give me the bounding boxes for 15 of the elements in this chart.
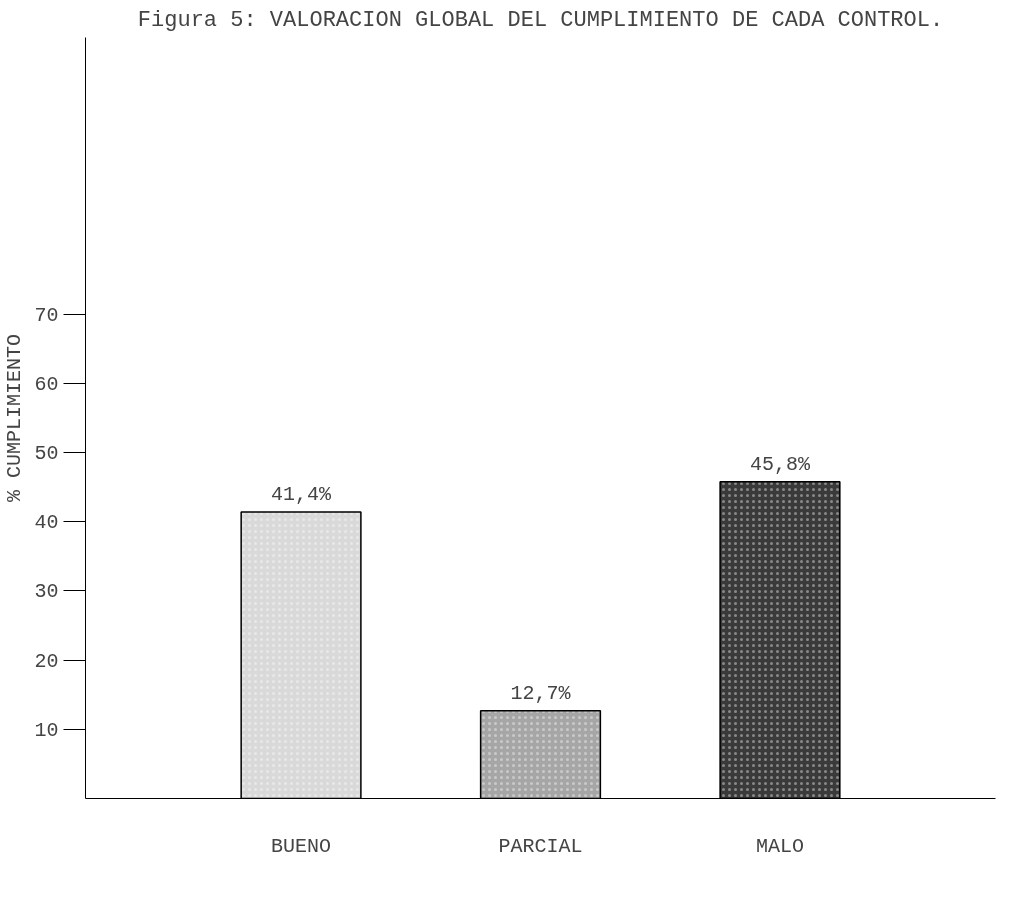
chart-title: Figura 5: VALORACION GLOBAL DEL CUMPLIMIENTO DE CADA CONTROL. xyxy=(137,7,944,33)
data-label: 12,7% xyxy=(510,681,572,705)
y-tick-label: 30 xyxy=(34,580,59,604)
data-label: 41,4% xyxy=(271,483,333,507)
y-tick-label: 60 xyxy=(34,372,59,396)
y-tick-label: 20 xyxy=(34,649,59,673)
y-tick-label: 70 xyxy=(34,303,59,327)
x-tick-label: MALO xyxy=(755,834,804,858)
x-tick-label: BUENO xyxy=(271,834,332,858)
x-tick-label: PARCIAL xyxy=(498,834,583,858)
data-label: 45,8% xyxy=(749,452,811,476)
y-tick-label: 10 xyxy=(34,718,59,742)
y-tick-label: 50 xyxy=(34,442,59,466)
y-axis-title: % CUMPLIMIENTO xyxy=(3,333,27,503)
y-tick-label: 40 xyxy=(34,511,59,535)
